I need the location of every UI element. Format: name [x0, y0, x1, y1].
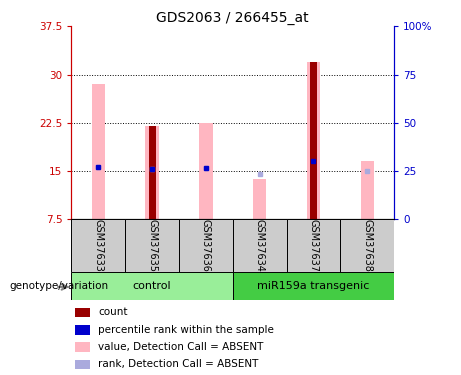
Bar — [287, 219, 340, 272]
Bar — [253, 179, 266, 219]
Bar — [310, 62, 317, 219]
Bar — [125, 219, 179, 272]
Bar — [361, 161, 374, 219]
Bar — [199, 123, 213, 219]
Text: GSM37637: GSM37637 — [308, 219, 319, 272]
Title: GDS2063 / 266455_at: GDS2063 / 266455_at — [156, 11, 309, 25]
Bar — [71, 219, 125, 272]
Bar — [75, 325, 90, 334]
Bar — [75, 360, 90, 369]
Bar — [145, 126, 159, 219]
Bar — [75, 342, 90, 352]
Text: genotype/variation: genotype/variation — [9, 281, 108, 291]
Bar — [307, 62, 320, 219]
Text: value, Detection Call = ABSENT: value, Detection Call = ABSENT — [98, 342, 263, 352]
Text: GSM37636: GSM37636 — [201, 219, 211, 272]
Bar — [71, 272, 233, 300]
Bar — [233, 219, 287, 272]
Text: count: count — [98, 308, 127, 317]
Bar — [148, 126, 156, 219]
Text: GSM37634: GSM37634 — [254, 219, 265, 272]
Text: control: control — [133, 281, 171, 291]
Text: GSM37635: GSM37635 — [147, 219, 157, 272]
Text: percentile rank within the sample: percentile rank within the sample — [98, 325, 274, 335]
Text: GSM37633: GSM37633 — [93, 219, 103, 272]
Bar — [233, 272, 394, 300]
Bar — [179, 219, 233, 272]
Bar — [340, 219, 394, 272]
Text: miR159a transgenic: miR159a transgenic — [257, 281, 370, 291]
Text: rank, Detection Call = ABSENT: rank, Detection Call = ABSENT — [98, 360, 258, 369]
Text: GSM37638: GSM37638 — [362, 219, 372, 272]
Bar — [75, 308, 90, 317]
Bar — [92, 84, 105, 219]
